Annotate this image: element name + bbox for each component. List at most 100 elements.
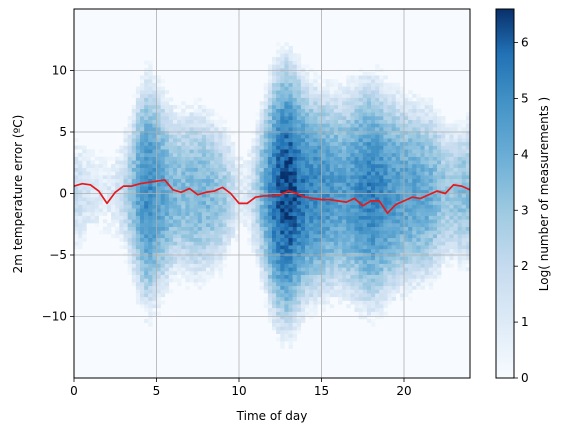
heatmap-cell xyxy=(383,145,388,150)
heatmap-cell xyxy=(123,204,128,209)
heatmap-cell xyxy=(354,307,359,312)
heatmap-cell xyxy=(300,248,306,253)
heatmap-cell xyxy=(465,267,470,272)
heatmap-cell xyxy=(346,189,351,194)
heatmap-cell xyxy=(465,149,470,154)
heatmap-cell xyxy=(333,193,339,198)
heatmap-cell xyxy=(437,182,442,187)
heatmap-cell xyxy=(371,149,376,154)
heatmap-cell xyxy=(210,167,215,172)
heatmap-cell xyxy=(399,193,405,198)
heatmap-cell xyxy=(338,293,343,298)
heatmap-cell xyxy=(325,82,331,87)
heatmap-cell xyxy=(201,267,207,272)
heatmap-cell xyxy=(98,197,104,202)
heatmap-cell xyxy=(342,248,347,253)
colorbar-label: Log( number of measurements ) xyxy=(537,97,551,291)
heatmap-cell xyxy=(160,256,166,261)
heatmap-cell xyxy=(251,200,256,205)
heatmap-cell xyxy=(296,248,302,253)
heatmap-cell xyxy=(375,230,380,235)
heatmap-cell xyxy=(201,256,207,261)
heatmap-cell xyxy=(391,223,397,228)
heatmap-cell xyxy=(135,134,141,139)
heatmap-cell xyxy=(185,138,190,143)
heatmap-cell xyxy=(461,156,467,161)
heatmap-cell xyxy=(321,141,326,146)
heatmap-cell xyxy=(399,119,405,124)
heatmap-cell xyxy=(86,219,91,224)
heatmap-cell xyxy=(296,263,302,268)
heatmap-cell xyxy=(131,160,137,165)
heatmap-cell xyxy=(305,127,310,132)
heatmap-cell xyxy=(457,160,463,165)
heatmap-cell xyxy=(292,101,298,106)
heatmap-cell xyxy=(267,282,273,287)
heatmap-cell xyxy=(383,274,388,279)
heatmap-cell xyxy=(329,248,335,253)
heatmap-cell xyxy=(375,311,380,316)
heatmap-cell xyxy=(222,130,227,135)
heatmap-cell xyxy=(197,241,203,246)
heatmap-cell xyxy=(329,82,335,87)
heatmap-cell xyxy=(296,101,302,106)
heatmap-cell xyxy=(226,160,232,165)
heatmap-cell xyxy=(272,127,277,132)
heatmap-cell xyxy=(272,171,277,176)
heatmap-cell xyxy=(135,296,141,301)
heatmap-cell xyxy=(404,237,409,242)
heatmap-cell xyxy=(214,149,219,154)
heatmap-cell xyxy=(395,234,401,239)
heatmap-cell xyxy=(226,130,232,135)
heatmap-cell xyxy=(412,197,417,202)
heatmap-cell xyxy=(206,156,211,161)
heatmap-cell xyxy=(441,175,446,180)
heatmap-cell xyxy=(272,234,277,239)
heatmap-cell xyxy=(408,252,413,257)
heatmap-cell xyxy=(193,263,199,268)
heatmap-cell xyxy=(416,234,421,239)
heatmap-cell xyxy=(296,318,302,323)
heatmap-cell xyxy=(156,223,161,228)
heatmap-cell xyxy=(111,189,116,194)
heatmap-cell xyxy=(90,186,95,191)
heatmap-cell xyxy=(358,68,364,73)
heatmap-cell xyxy=(424,204,430,209)
heatmap-cell xyxy=(280,267,285,272)
heatmap-cell xyxy=(152,230,157,235)
heatmap-cell xyxy=(395,152,401,157)
heatmap-cell xyxy=(350,141,355,146)
heatmap-cell xyxy=(424,219,430,224)
heatmap-cell xyxy=(395,259,401,264)
heatmap-cell xyxy=(214,263,219,268)
heatmap-cell xyxy=(82,149,87,154)
heatmap-cell xyxy=(350,230,355,235)
heatmap-cell xyxy=(127,134,133,139)
heatmap-cell xyxy=(164,116,170,120)
heatmap-cell xyxy=(350,263,355,268)
heatmap-cell xyxy=(383,285,388,290)
heatmap-cell xyxy=(383,245,388,250)
heatmap-cell xyxy=(350,259,355,264)
heatmap-cell xyxy=(453,208,458,213)
heatmap-cell xyxy=(288,330,293,335)
heatmap-cell xyxy=(416,193,421,198)
heatmap-cell xyxy=(375,248,380,253)
heatmap-cell xyxy=(437,149,442,154)
heatmap-cell xyxy=(222,226,227,231)
heatmap-cell xyxy=(325,90,331,95)
heatmap-cell xyxy=(300,108,306,113)
heatmap-cell xyxy=(280,193,285,198)
heatmap-cell xyxy=(272,141,277,146)
heatmap-cell xyxy=(247,189,252,194)
heatmap-cell xyxy=(420,211,425,216)
x-axis-label: Time of day xyxy=(236,409,308,423)
heatmap-cell xyxy=(379,252,384,257)
heatmap-cell xyxy=(412,259,417,264)
heatmap-cell xyxy=(82,189,87,194)
heatmap-cell xyxy=(416,152,421,157)
mean-error-series xyxy=(74,179,470,215)
heatmap-cell xyxy=(135,267,141,272)
heatmap-cell xyxy=(111,234,116,239)
heatmap-cell xyxy=(255,134,260,139)
